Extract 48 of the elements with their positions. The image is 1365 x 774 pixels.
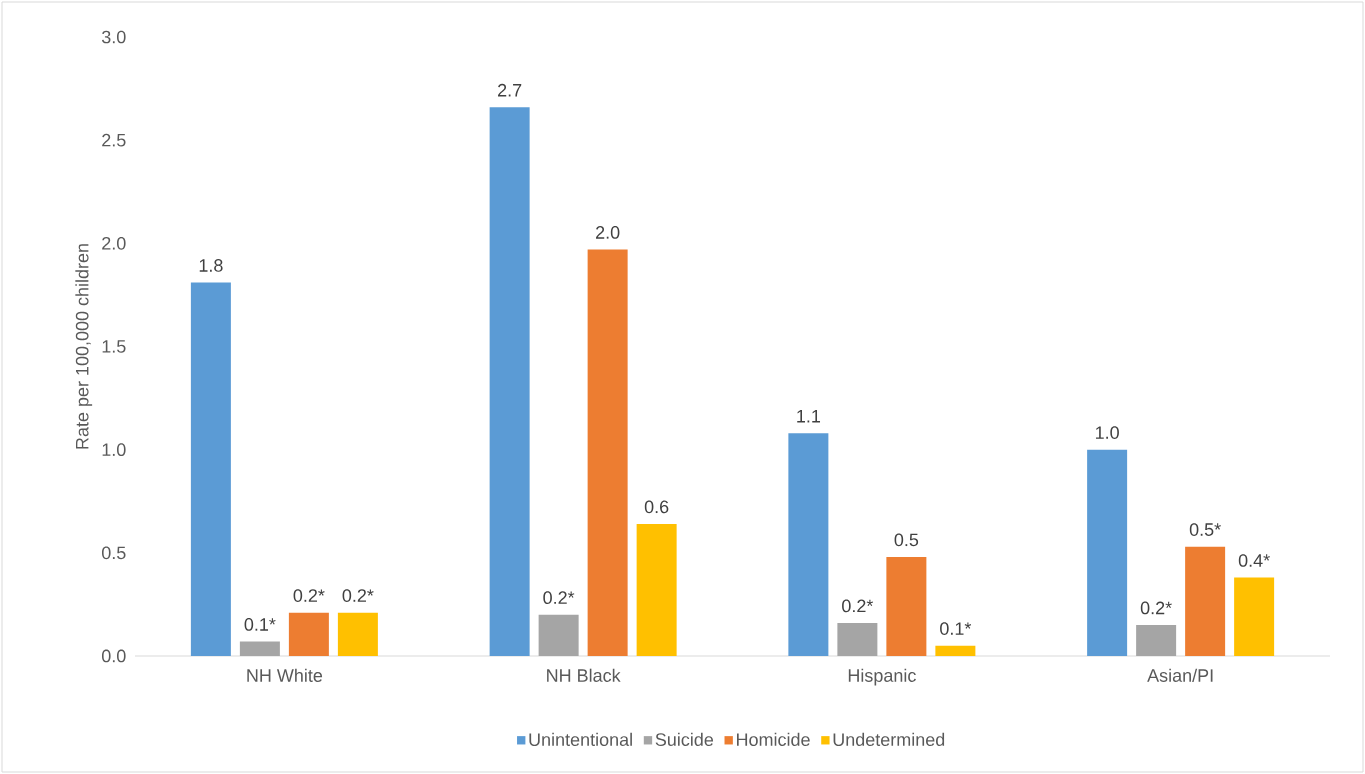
data-label: 1.8 [199,259,223,272]
legend-label: Suicide [655,732,714,746]
data-label: 2.7 [498,83,522,97]
bar [239,641,280,656]
x-tick-label: NH White [247,668,323,682]
bar [788,433,829,656]
data-label: 0.5 [894,533,919,547]
data-label: 0.1* [940,622,972,635]
y-tick-label: 3.0 [101,30,126,44]
bar [288,612,329,656]
legend-label: Unintentional [529,732,632,746]
data-label: 0.6 [644,500,669,514]
y-tick-label: 0.0 [101,649,126,663]
data-label: 0.4* [1238,554,1270,567]
bar [1136,625,1177,656]
legend-label: Homicide [737,732,810,746]
x-tick-label: NH Black [547,668,621,682]
bar [1087,449,1128,656]
bar [587,249,628,656]
data-label: 0.2* [842,599,874,613]
bar [636,523,677,656]
bar [837,622,878,656]
data-label: 0.2* [1140,601,1172,615]
bar [1185,546,1226,656]
x-tick-label: Hispanic [848,668,916,686]
y-tick-label: 2.0 [102,236,126,250]
data-label: 1.0 [1095,426,1119,439]
x-tick-label: Asian/PI [1147,668,1213,682]
y-tick-label: 1.0 [102,443,126,457]
data-label: 0.2* [543,591,575,604]
y-tick-label: 0.5 [101,546,126,560]
bar [1234,577,1275,656]
bar [190,282,231,656]
bar [489,107,530,656]
bar [337,612,378,656]
y-tick-label: 2.5 [102,133,126,147]
data-label: 0.5* [1189,523,1221,536]
legend-label: Undetermined [833,732,945,746]
y-tick-label: 1.5 [102,340,126,353]
bar [886,556,927,656]
data-label: 2.0 [596,226,620,239]
y-axis-title: Rate per 100,000 children [75,244,93,449]
data-label: 0.2* [293,589,325,602]
bar [935,645,976,656]
data-label: 1.1 [797,410,821,423]
data-label: 0.1* [244,618,276,631]
bar [538,614,579,656]
data-label: 0.2* [342,589,374,602]
